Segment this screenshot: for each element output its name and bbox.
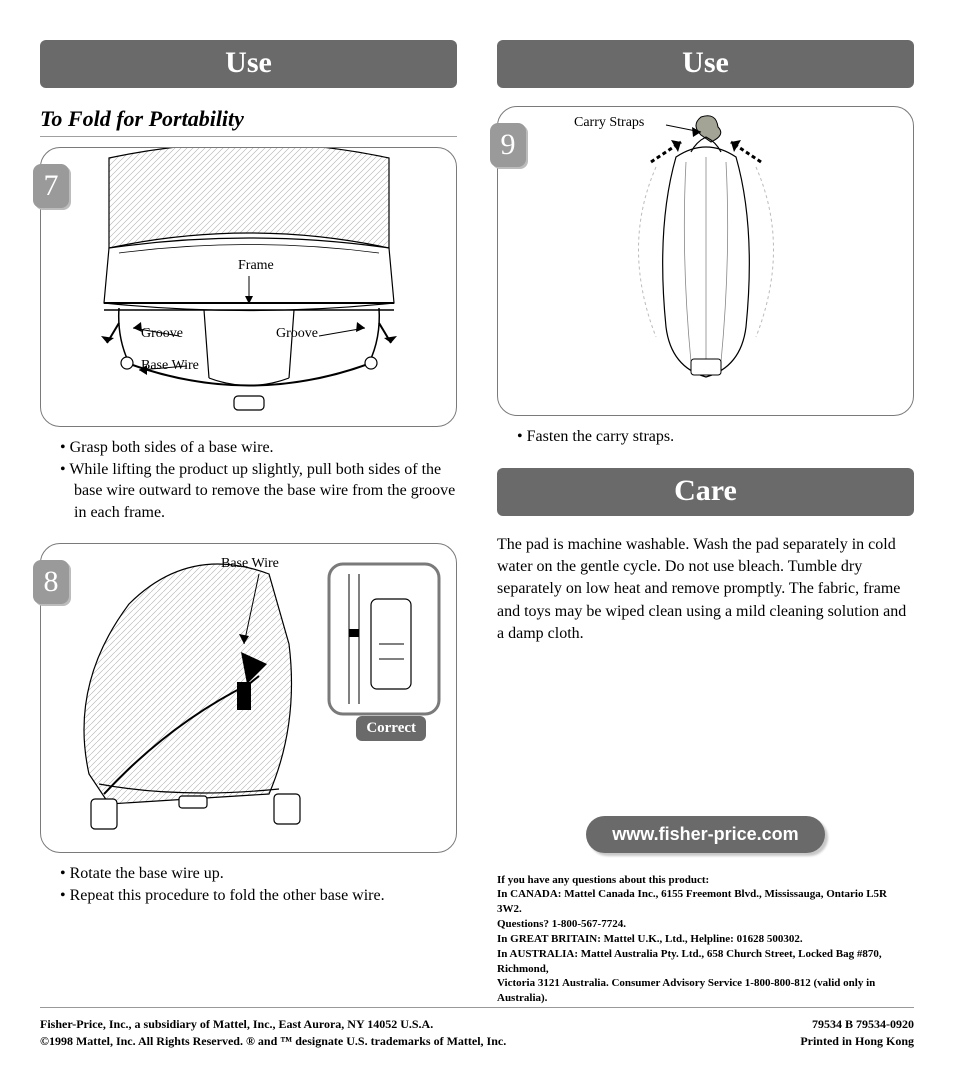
fine-print-line: In GREAT BRITAIN: Mattel U.K., Ltd., Hel… <box>497 932 914 947</box>
frame-label: Frame <box>236 258 276 274</box>
right-column: Use 9 <box>497 40 914 1006</box>
page-footer: Fisher-Price, Inc., a subsidiary of Matt… <box>40 1007 914 1050</box>
care-paragraph: The pad is machine washable. Wash the pa… <box>497 534 914 646</box>
step-9-badge: 9 <box>490 123 526 167</box>
fold-subheading: To Fold for Portability <box>40 106 457 137</box>
website-url: www.fisher-price.com <box>586 816 824 853</box>
figure-8: 8 <box>40 543 457 853</box>
step-9-bullets: Fasten the carry straps. <box>497 426 914 448</box>
step-7-bullet-1: Grasp both sides of a base wire. <box>60 437 457 459</box>
fine-print-line: If you have any questions about this pro… <box>497 873 914 888</box>
use-header-right: Use <box>497 40 914 88</box>
figure-7: 7 <box>40 147 457 427</box>
step-7-diagram <box>49 148 449 418</box>
step-7-bullets: Grasp both sides of a base wire. While l… <box>40 437 457 523</box>
fine-print-line: In CANADA: Mattel Canada Inc., 6155 Free… <box>497 887 914 917</box>
groove-label-right: Groove <box>276 326 318 342</box>
step-8-bullet-1: Rotate the base wire up. <box>60 863 457 885</box>
step-8-bullet-2: Repeat this procedure to fold the other … <box>60 885 457 907</box>
left-column: Use To Fold for Portability 7 <box>40 40 457 1006</box>
step-7-bullet-2: While lifting the product up slightly, p… <box>60 459 457 524</box>
fine-print-line: In AUSTRALIA: Mattel Australia Pty. Ltd.… <box>497 947 914 977</box>
figure-9: 9 <box>497 106 914 416</box>
footer-line: Printed in Hong Kong <box>800 1033 914 1050</box>
base-wire-label-8: Base Wire <box>221 556 279 572</box>
step-8-diagram <box>49 544 449 844</box>
fine-print: If you have any questions about this pro… <box>497 873 914 1007</box>
step-8-bullets: Rotate the base wire up. Repeat this pro… <box>40 863 457 906</box>
footer-line: 79534 B 79534-0920 <box>800 1016 914 1033</box>
fine-print-line: Victoria 3121 Australia. Consumer Adviso… <box>497 976 914 1006</box>
correct-badge: Correct <box>356 716 426 741</box>
step-7-badge: 7 <box>33 164 69 208</box>
groove-label-left: Groove <box>141 326 183 342</box>
base-wire-label-7: Base Wire <box>141 358 199 374</box>
use-header-left: Use <box>40 40 457 88</box>
footer-left: Fisher-Price, Inc., a subsidiary of Matt… <box>40 1016 506 1050</box>
step-9-diagram <box>506 107 906 407</box>
step-8-badge: 8 <box>33 560 69 604</box>
carry-straps-label: Carry Straps <box>574 115 644 131</box>
footer-line: Fisher-Price, Inc., a subsidiary of Matt… <box>40 1016 506 1033</box>
step-9-bullet-1: Fasten the carry straps. <box>517 426 914 448</box>
care-header: Care <box>497 468 914 516</box>
fine-print-line: Questions? 1-800-567-7724. <box>497 917 914 932</box>
footer-right: 79534 B 79534-0920 Printed in Hong Kong <box>800 1016 914 1050</box>
footer-line: ©1998 Mattel, Inc. All Rights Reserved. … <box>40 1033 506 1050</box>
